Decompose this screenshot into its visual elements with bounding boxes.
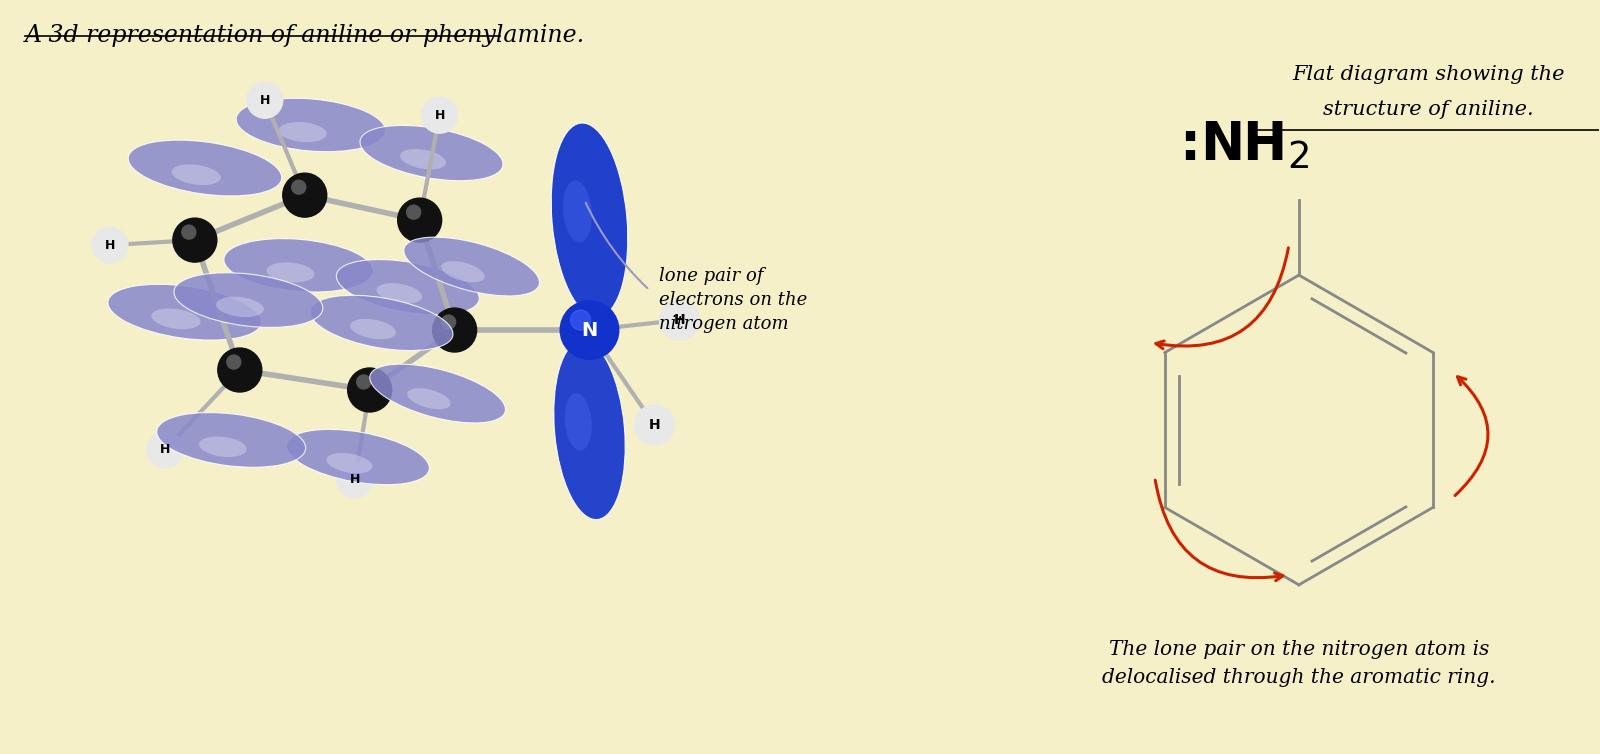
Circle shape bbox=[398, 198, 442, 242]
Circle shape bbox=[173, 218, 218, 262]
Text: A 3d representation of aniline or phenylamine.: A 3d representation of aniline or phenyl… bbox=[26, 24, 586, 48]
Text: lone pair of
electrons on the
nitrogen atom: lone pair of electrons on the nitrogen a… bbox=[659, 268, 808, 333]
Circle shape bbox=[442, 315, 456, 329]
Ellipse shape bbox=[267, 262, 314, 283]
Ellipse shape bbox=[286, 430, 429, 485]
Circle shape bbox=[246, 82, 283, 118]
Circle shape bbox=[283, 173, 326, 217]
Circle shape bbox=[659, 300, 699, 340]
Ellipse shape bbox=[563, 180, 592, 243]
Ellipse shape bbox=[350, 319, 395, 339]
Ellipse shape bbox=[442, 261, 485, 282]
Ellipse shape bbox=[224, 238, 373, 292]
Circle shape bbox=[291, 180, 306, 194]
Ellipse shape bbox=[370, 364, 506, 423]
Ellipse shape bbox=[157, 412, 306, 467]
Ellipse shape bbox=[107, 284, 261, 340]
Circle shape bbox=[147, 432, 182, 468]
Circle shape bbox=[347, 368, 392, 412]
Text: Flat diagram showing the: Flat diagram showing the bbox=[1293, 66, 1565, 84]
Circle shape bbox=[227, 355, 240, 369]
Circle shape bbox=[422, 97, 458, 133]
Ellipse shape bbox=[128, 140, 282, 196]
Ellipse shape bbox=[152, 308, 200, 329]
Circle shape bbox=[336, 462, 373, 498]
Circle shape bbox=[218, 348, 262, 392]
Text: N: N bbox=[581, 320, 598, 339]
Ellipse shape bbox=[198, 437, 246, 457]
Ellipse shape bbox=[400, 149, 446, 170]
Ellipse shape bbox=[403, 238, 539, 296]
Ellipse shape bbox=[565, 394, 592, 451]
Ellipse shape bbox=[326, 453, 373, 474]
Ellipse shape bbox=[408, 388, 451, 409]
Circle shape bbox=[571, 310, 590, 330]
Text: H: H bbox=[259, 93, 270, 107]
Circle shape bbox=[182, 225, 195, 239]
Text: :NH$_2$: :NH$_2$ bbox=[1179, 119, 1309, 171]
Ellipse shape bbox=[554, 340, 626, 520]
Circle shape bbox=[406, 205, 421, 219]
Text: H: H bbox=[648, 418, 661, 432]
Text: H: H bbox=[104, 238, 115, 252]
Ellipse shape bbox=[310, 296, 453, 351]
Ellipse shape bbox=[552, 123, 627, 317]
Ellipse shape bbox=[376, 284, 422, 304]
Text: H: H bbox=[435, 109, 445, 121]
Ellipse shape bbox=[336, 259, 480, 315]
Ellipse shape bbox=[174, 273, 323, 327]
Circle shape bbox=[560, 300, 619, 360]
Ellipse shape bbox=[278, 122, 326, 143]
Text: H: H bbox=[674, 313, 685, 327]
Circle shape bbox=[91, 227, 128, 263]
Text: structure of aniline.: structure of aniline. bbox=[1323, 100, 1534, 119]
Text: The lone pair on the nitrogen atom is
delocalised through the aromatic ring.: The lone pair on the nitrogen atom is de… bbox=[1102, 640, 1496, 687]
Ellipse shape bbox=[237, 98, 386, 152]
Circle shape bbox=[432, 308, 477, 352]
Text: H: H bbox=[349, 474, 360, 486]
Circle shape bbox=[635, 405, 675, 445]
Ellipse shape bbox=[360, 125, 502, 181]
Ellipse shape bbox=[216, 296, 264, 317]
Ellipse shape bbox=[171, 164, 221, 185]
Circle shape bbox=[357, 375, 371, 389]
Text: H: H bbox=[160, 443, 170, 456]
